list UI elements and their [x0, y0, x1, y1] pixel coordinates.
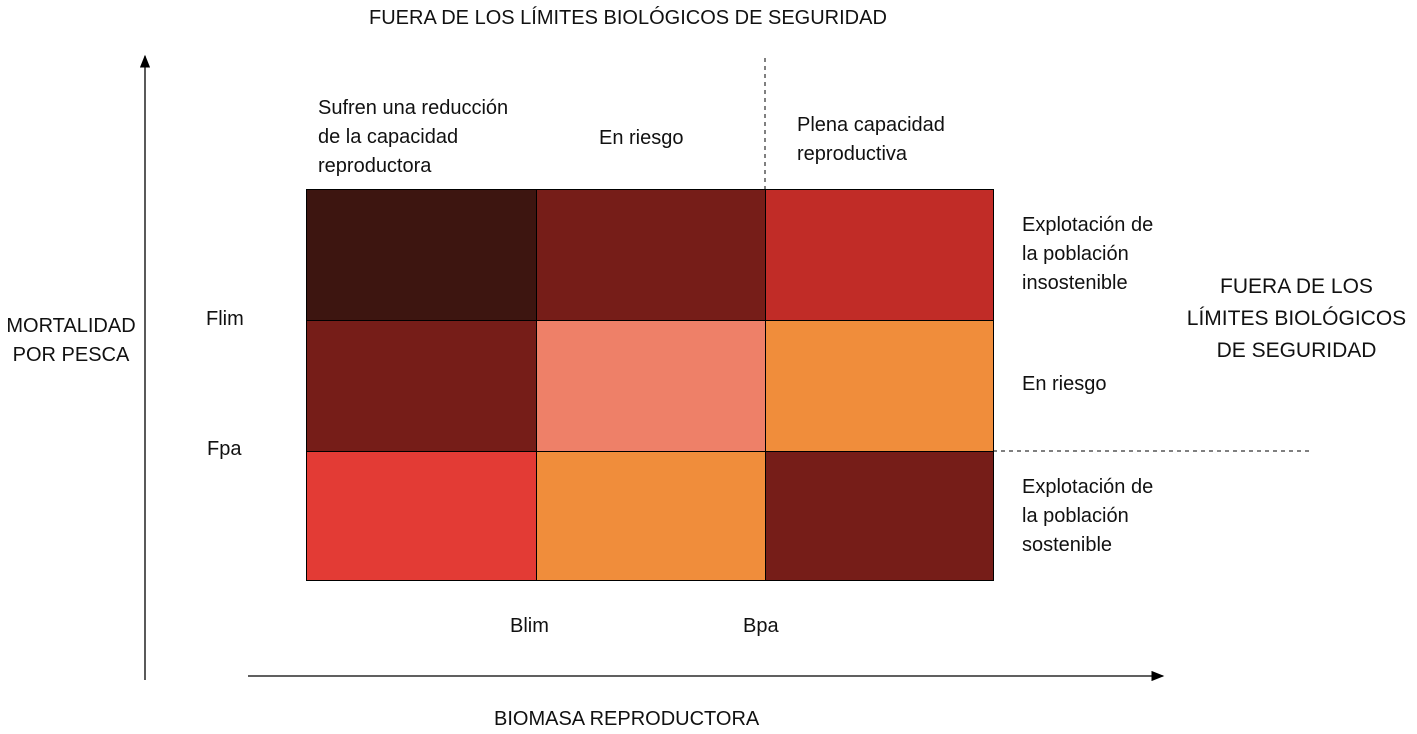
- row-label-unsustainable: Explotación de la población insostenible: [1022, 214, 1154, 294]
- column-header-full-capacity: Plena capacidad reproductiva: [797, 114, 945, 165]
- cell-r3-c2: [536, 451, 766, 581]
- flim-label: Flim: [206, 308, 244, 330]
- cell-r3-c3: [765, 451, 994, 581]
- row-label-sustainable: Explotación de la población sostenible: [1022, 476, 1154, 556]
- row-label-at-risk: En riesgo: [1022, 373, 1107, 395]
- cell-r3-c1: [306, 451, 537, 581]
- cell-r1-c2: [536, 189, 766, 321]
- cell-r2-c3: [765, 320, 994, 452]
- bpa-label: Bpa: [743, 615, 779, 637]
- cell-r1-c1: [306, 189, 537, 321]
- y-axis-label: MORTALIDAD POR PESCA: [6, 315, 136, 366]
- cell-r1-c3: [765, 189, 994, 321]
- cell-r2-c2: [536, 320, 766, 452]
- fpa-label: Fpa: [207, 438, 242, 460]
- column-header-at-risk: En riesgo: [599, 127, 684, 149]
- column-header-reduced-capacity: Sufren una reducción de la capacidad rep…: [318, 97, 509, 177]
- cell-r2-c1: [306, 320, 537, 452]
- blim-label: Blim: [510, 615, 549, 637]
- x-axis-label: BIOMASA REPRODUCTORA: [494, 708, 760, 730]
- top-title: FUERA DE LOS LÍMITES BIOLÓGICOS DE SEGUR…: [369, 7, 887, 29]
- right-title: FUERA DE LOS LÍMITES BIOLÓGICOS DE SEGUR…: [1186, 275, 1407, 362]
